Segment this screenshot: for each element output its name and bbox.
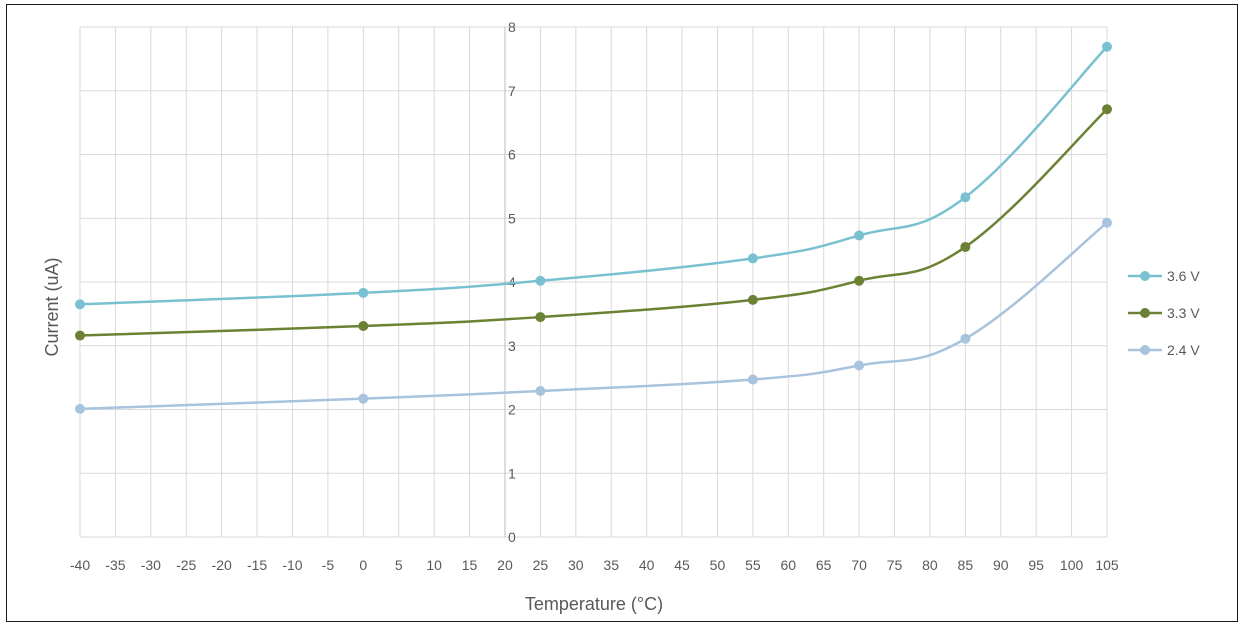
legend: 3.6 V 3.3 V 2.4 V <box>1128 268 1200 358</box>
series-line <box>79 45 1108 306</box>
data-point <box>535 275 546 286</box>
series-3-3-v <box>75 104 1112 341</box>
x-tick-label: -30 <box>141 557 161 573</box>
x-tick-label: 50 <box>710 557 726 573</box>
data-point <box>960 192 971 203</box>
x-tick-label: -20 <box>212 557 232 573</box>
x-tick-label: 5 <box>395 557 403 573</box>
data-point <box>358 393 369 404</box>
legend-item: 3.6 V <box>1128 268 1200 284</box>
data-point <box>535 386 546 397</box>
y-tick-label: 7 <box>508 83 516 99</box>
data-point <box>1102 41 1112 52</box>
x-tick-label: 65 <box>816 557 832 573</box>
y-axis-title: Current (uA) <box>42 257 62 356</box>
data-point <box>960 241 971 252</box>
data-point <box>960 333 971 344</box>
x-tick-label: 40 <box>639 557 655 573</box>
data-point <box>358 287 369 298</box>
data-point <box>747 374 758 385</box>
x-tick-label: 30 <box>568 557 584 573</box>
data-point <box>854 360 865 371</box>
x-tick-label: -15 <box>247 557 267 573</box>
legend-label: 3.6 V <box>1167 268 1200 284</box>
x-tick-label: 10 <box>426 557 442 573</box>
data-point <box>854 275 865 286</box>
legend-label: 2.4 V <box>1167 342 1200 358</box>
x-tick-label: -10 <box>282 557 302 573</box>
legend-swatch-marker <box>1140 308 1150 318</box>
x-tick-label: 70 <box>851 557 867 573</box>
series-line <box>79 108 1108 337</box>
x-axis-title: Temperature (°C) <box>525 594 663 614</box>
x-tick-label: 60 <box>780 557 796 573</box>
x-tick-label: 25 <box>533 557 549 573</box>
y-tick-label: 8 <box>508 19 516 35</box>
x-tick-label: 55 <box>745 557 761 573</box>
x-tick-label: 95 <box>1028 557 1044 573</box>
series-2-4-v <box>75 217 1112 414</box>
x-tick-label: 35 <box>603 557 619 573</box>
x-tick-label: -35 <box>105 557 125 573</box>
gridlines <box>79 26 1108 538</box>
x-tick-label: 80 <box>922 557 938 573</box>
series-3-6-v <box>75 41 1112 310</box>
x-tick-label: 45 <box>674 557 690 573</box>
legend-item: 3.3 V <box>1128 305 1200 321</box>
data-point <box>535 312 546 323</box>
data-point <box>75 330 85 341</box>
legend-label: 3.3 V <box>1167 305 1200 321</box>
data-point <box>854 230 865 241</box>
y-tick-label: 3 <box>508 338 516 354</box>
y-tick-label: 2 <box>508 402 516 418</box>
x-tick-label: 100 <box>1060 557 1084 573</box>
legend-item: 2.4 V <box>1128 342 1200 358</box>
legend-swatch-marker <box>1140 271 1150 281</box>
x-tick-label: -5 <box>322 557 335 573</box>
x-tick-label: 0 <box>359 557 367 573</box>
data-point <box>75 299 85 310</box>
x-tick-labels: -40 -35 -30 -25 -20 -15 -10 -5 0 5 10 15 20 25 30 35 40 4… <box>70 557 1119 573</box>
data-point <box>747 294 758 305</box>
data-point <box>75 403 85 414</box>
y-tick-label: 0 <box>508 529 516 545</box>
series-layer <box>75 41 1112 414</box>
x-tick-label: -40 <box>70 557 90 573</box>
x-tick-label: 90 <box>993 557 1009 573</box>
x-tick-label: 105 <box>1095 557 1119 573</box>
x-tick-label: 85 <box>958 557 974 573</box>
legend-swatch-marker <box>1140 345 1150 355</box>
data-point <box>1102 217 1112 228</box>
series-line <box>79 221 1108 411</box>
x-tick-label: -25 <box>176 557 196 573</box>
chart-frame <box>6 4 1238 622</box>
x-tick-label: 15 <box>462 557 478 573</box>
data-point <box>1102 104 1112 115</box>
x-tick-label: 20 <box>497 557 513 573</box>
x-tick-label: 75 <box>887 557 903 573</box>
y-tick-label: 5 <box>508 210 516 226</box>
data-point <box>358 320 369 331</box>
data-point <box>747 253 758 264</box>
y-tick-label: 1 <box>508 465 516 481</box>
y-tick-label: 6 <box>508 147 516 163</box>
